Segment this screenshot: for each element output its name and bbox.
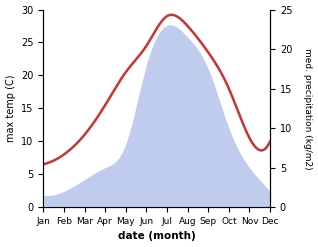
Y-axis label: med. precipitation (kg/m2): med. precipitation (kg/m2) — [303, 48, 313, 169]
Y-axis label: max temp (C): max temp (C) — [5, 75, 16, 142]
X-axis label: date (month): date (month) — [118, 231, 196, 242]
